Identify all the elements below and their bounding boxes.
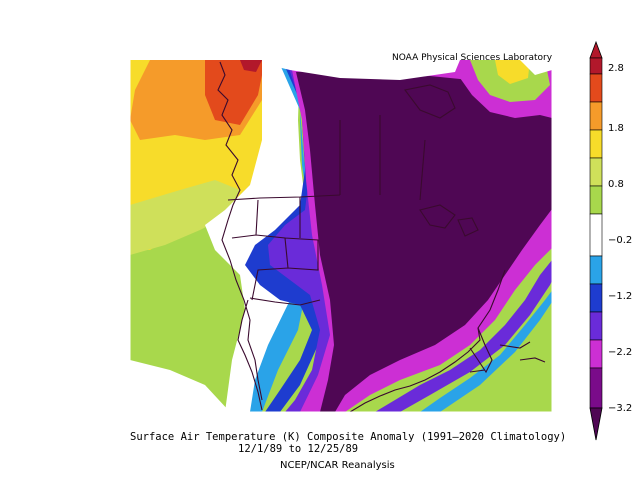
colorbar-label: 0.8 [608, 179, 624, 190]
us-mexico-border [249, 297, 321, 306]
anomaly-east-fringe [375, 215, 552, 412]
colorbar-label: 1.8 [608, 123, 624, 134]
anomaly-white-bottom [130, 360, 230, 412]
west-state-lines [231, 197, 319, 301]
east-coastline [349, 269, 506, 413]
anomaly-darkpurple-region [296, 70, 552, 412]
hudson-bay [404, 84, 456, 119]
attribution-text: NOAA Physical Sciences Laboratory [392, 53, 553, 63]
anomaly-greenland-white [520, 60, 552, 75]
colorbar-top-arrow [589, 40, 603, 59]
baja-coastline [237, 299, 263, 411]
colorbar-segment-blueviolet [589, 311, 603, 341]
caribbean-islands [469, 341, 546, 373]
anomaly-lightblue-region [250, 60, 310, 412]
canada-provinces [339, 115, 426, 201]
colorbar-label: 2.8 [608, 63, 624, 74]
colorbar-segment-orange [589, 101, 603, 131]
map-edge [129, 60, 553, 413]
colorbar-segment-yellow [589, 129, 603, 159]
caption-source: NCEP/NCAR Reanalysis [280, 460, 395, 471]
anomaly-blueviolet-region [268, 60, 338, 412]
colorbar-bottom-arrow [589, 407, 603, 441]
map-boundaries [217, 61, 546, 413]
west-coastline [217, 61, 263, 401]
great-lakes [419, 204, 479, 237]
colorbar-segment-lightblue [589, 255, 603, 285]
anomaly-darkred-region [240, 60, 262, 72]
colorbar-segment-white [589, 213, 603, 257]
colorbar-segment-magenta [589, 339, 603, 369]
colorbar [589, 40, 603, 441]
colorbar-segment-green [589, 185, 603, 215]
caption-dates: 12/1/89 to 12/25/89 [238, 443, 359, 455]
colorbar-label: −1.2 [608, 291, 633, 302]
colorbar-segment-yellowgreen [589, 157, 603, 187]
colorbar-segment-redorange [589, 73, 603, 103]
us-canada-border [227, 194, 341, 201]
colorbar-segment-purple [589, 367, 603, 409]
anomaly-yellowgreen-region [130, 180, 240, 255]
anomaly-greenland-core [495, 60, 530, 84]
colorbar-label: −2.2 [608, 347, 633, 358]
colorbar-segment-darkred [589, 57, 603, 75]
colorbar-segment-blue [589, 283, 603, 313]
florida-outline [469, 327, 493, 374]
projection-top-mask [262, 60, 460, 80]
colorbar-label: −3.2 [608, 403, 633, 414]
anomaly-redorange-region [205, 60, 265, 125]
colorbar-label: −0.2 [608, 235, 633, 246]
caption-title: Surface Air Temperature (K) Composite An… [130, 431, 567, 443]
